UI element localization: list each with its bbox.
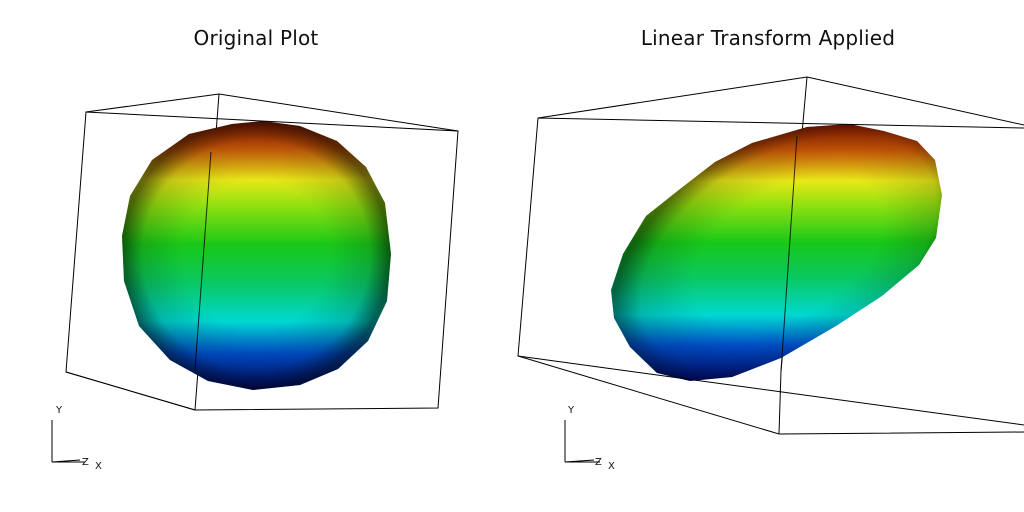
bounding-box-front [517,117,1024,435]
orientation-axes: Y Z X [564,405,615,472]
transformed-plot-title: Linear Transform Applied [640,26,896,50]
original-plot-viewport[interactable]: Original Plot [0,0,512,512]
orientation-axes: Y Z X [51,405,102,472]
x-axis-label: X [608,461,615,472]
transformed-plot-viewport[interactable]: Linear Transform Applied [512,0,1024,512]
y-axis-label: Y [55,405,63,416]
x-axis-label: X [95,461,102,472]
original-plot-title: Original Plot [193,26,319,50]
y-axis-label: Y [567,405,575,416]
z-axis-label: Z [595,457,602,468]
transformed-plot-scene[interactable]: Y Z X [512,0,1024,512]
original-plot-scene[interactable]: Y Z X [0,0,512,512]
sphere-surface [122,121,391,390]
z-axis-label: Z [82,457,89,468]
ellipsoid-surface [611,124,942,381]
bounding-box-front [65,111,459,411]
